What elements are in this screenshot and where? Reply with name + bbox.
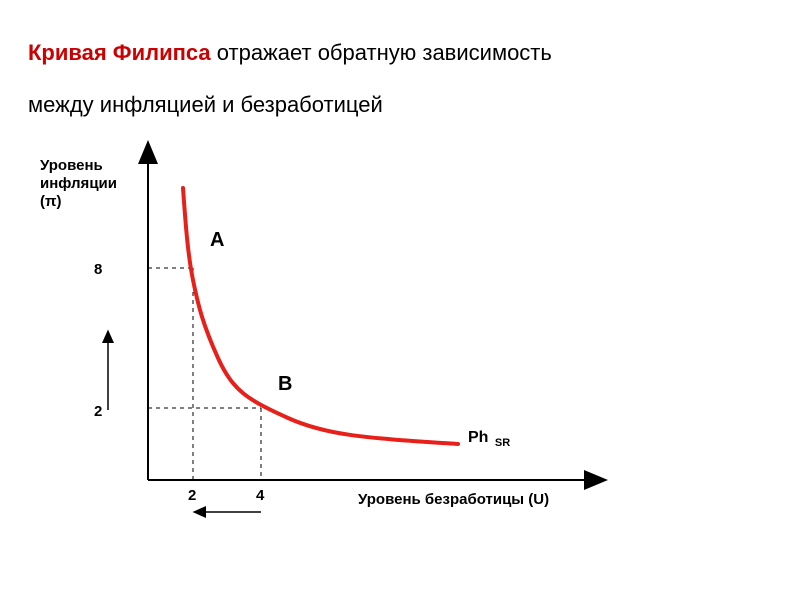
y-tick-2: 2 <box>94 403 102 420</box>
x-axis-title: Уровень безработицы (U) <box>358 491 549 508</box>
point-b-label: B <box>278 373 292 395</box>
x-tick-4: 4 <box>256 487 265 504</box>
curve-label: Ph SR <box>468 429 510 449</box>
title-line-1: Кривая Филипса отражает обратную зависим… <box>28 40 552 66</box>
point-a-label: A <box>210 229 224 251</box>
y-axis-title: Уровень инфляции (π) <box>40 157 121 210</box>
x-tick-2: 2 <box>188 487 196 504</box>
title-rest: отражает обратную зависимость <box>211 40 552 65</box>
title-line-2: между инфляцией и безработицей <box>28 92 383 118</box>
phillips-curve-chart: Уровень инфляции (π) A B 8 2 2 4 <box>28 140 668 560</box>
title-keyword: Кривая Филипса <box>28 40 211 65</box>
phillips-curve <box>183 188 458 444</box>
chart-svg: Уровень инфляции (π) A B 8 2 2 4 <box>28 140 668 560</box>
slide: Кривая Филипса отражает обратную зависим… <box>0 0 800 600</box>
y-tick-8: 8 <box>94 261 102 278</box>
